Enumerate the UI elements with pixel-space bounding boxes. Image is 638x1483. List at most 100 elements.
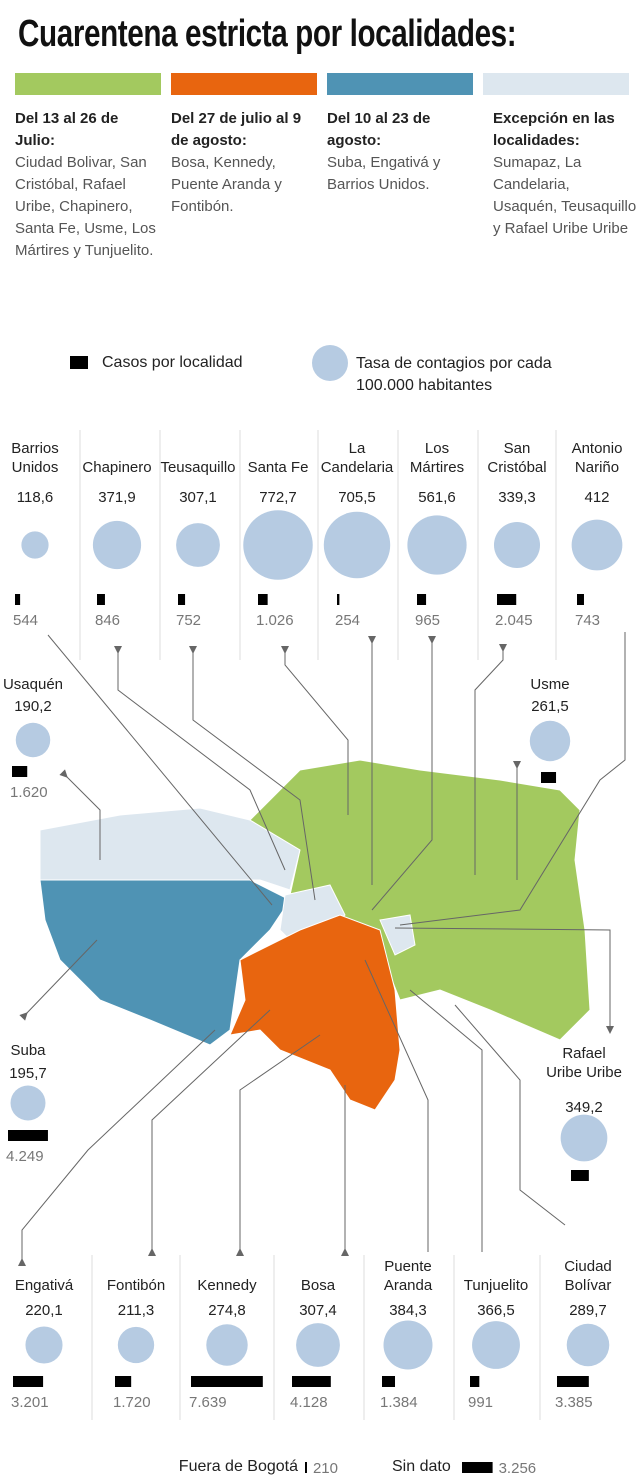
case-bar xyxy=(115,1376,132,1387)
category-label: Sin dato xyxy=(392,1458,451,1475)
case-bar xyxy=(382,1376,396,1387)
case-label: 2.045 xyxy=(495,612,533,629)
case-label: 544 xyxy=(13,612,39,629)
rate-bubble xyxy=(206,1324,248,1366)
phase-body: Ciudad Bolivar, San Cristóbal, Rafael Ur… xyxy=(15,154,156,259)
category-label: Barrios Unidos xyxy=(11,440,59,476)
rate-bubble xyxy=(383,1320,433,1370)
case-label: 1.620 xyxy=(10,784,48,801)
rate-bubble xyxy=(529,720,571,762)
phase-color xyxy=(15,73,161,95)
category-label: Los Mártires xyxy=(409,440,465,476)
phase-heading: Del 27 de julio al 9 de agosto: xyxy=(171,110,302,149)
case-bar xyxy=(305,1462,307,1473)
rate-label: 307,1 xyxy=(179,489,217,506)
case-label: 3.256 xyxy=(498,1460,537,1477)
rate-bubble xyxy=(296,1323,340,1367)
rate-bubble xyxy=(323,511,391,579)
case-bar xyxy=(12,766,28,777)
category-label: Tunjuelito xyxy=(463,1277,529,1294)
rate-label: 371,9 xyxy=(98,489,136,506)
rate-label: 339,3 xyxy=(498,489,536,506)
rate-bubble xyxy=(117,1326,155,1364)
category-label: Rafael Uribe Uribe xyxy=(546,1045,622,1081)
phase-color xyxy=(327,73,473,95)
case-label: 846 xyxy=(95,612,121,629)
category-label: Suba xyxy=(10,1042,46,1059)
rate-label: 384,3 xyxy=(389,1302,427,1319)
separators xyxy=(79,430,557,1420)
phase-heading: Excepción en las localidades: xyxy=(493,110,615,149)
case-bar xyxy=(557,1376,589,1387)
category-label: Engativá xyxy=(14,1277,74,1294)
rate-label: 195,7 xyxy=(9,1065,47,1082)
rate-label: 289,7 xyxy=(569,1302,607,1319)
case-bar xyxy=(292,1376,331,1387)
case-bar xyxy=(571,1170,589,1181)
rate-bubble xyxy=(10,1085,46,1121)
case-bar xyxy=(13,1376,44,1387)
case-label: 4.128 xyxy=(290,1394,328,1411)
rate-bubble xyxy=(21,531,49,559)
case-bar xyxy=(337,594,340,605)
category-label: Bosa xyxy=(300,1277,336,1294)
case-bar xyxy=(258,594,268,605)
case-bar xyxy=(191,1376,263,1387)
case-label: 965 xyxy=(415,612,441,629)
phase-body: Suba, Engativá y Barrios Unidos. xyxy=(327,154,441,193)
rate-label: 412 xyxy=(584,489,610,506)
case-bar xyxy=(470,1376,480,1387)
case-label: 3.385 xyxy=(555,1394,593,1411)
title: Cuarentena estricta por localidades: xyxy=(18,13,517,55)
rate-label: 307,4 xyxy=(299,1302,337,1319)
case-label: 1.720 xyxy=(113,1394,151,1411)
rate-label: 220,1 xyxy=(25,1302,63,1319)
rate-bubble xyxy=(472,1321,520,1369)
case-bar xyxy=(15,594,21,605)
rate-label: 366,5 xyxy=(477,1302,515,1319)
map xyxy=(39,759,591,1111)
case-label: 743 xyxy=(575,612,601,629)
category-label: Ciudad Bolívar xyxy=(564,1258,612,1294)
legend-swatch xyxy=(70,356,88,369)
category-label: Teusaquillo xyxy=(160,459,236,476)
rate-label: 190,2 xyxy=(14,698,52,715)
category-label: La Candelaria xyxy=(320,440,394,476)
case-label: 991 xyxy=(468,1394,494,1411)
case-bar xyxy=(577,594,584,605)
phase-color xyxy=(171,73,317,95)
case-bar xyxy=(541,772,557,783)
case-bar xyxy=(497,594,517,605)
legend-swatch xyxy=(312,345,348,381)
rate-bubble xyxy=(92,520,142,570)
rate-bubble xyxy=(25,1326,63,1364)
phase-heading: Del 13 al 26 de Julio: xyxy=(15,110,119,149)
category-label: Chapinero xyxy=(82,459,152,476)
rate-bubble xyxy=(566,1323,610,1367)
category-label: Santa Fe xyxy=(247,459,309,476)
case-bar xyxy=(178,594,186,605)
category-label: Kennedy xyxy=(197,1277,257,1294)
phase-heading: Del 10 al 23 de agosto: xyxy=(327,110,431,149)
category-label: Usaquén xyxy=(2,676,64,693)
category-label: San Cristóbal xyxy=(487,440,547,476)
leader-lines xyxy=(18,632,626,1266)
case-label: 254 xyxy=(335,612,361,629)
case-bar xyxy=(462,1462,493,1473)
case-label: 7.639 xyxy=(189,1394,227,1411)
category-label: Fuera de Bogotá xyxy=(178,1458,298,1475)
rate-label: 211,3 xyxy=(117,1302,155,1319)
rate-bubble xyxy=(243,510,313,580)
case-label: 210 xyxy=(312,1460,338,1477)
rate-bubble xyxy=(176,523,220,567)
rate-label: 561,6 xyxy=(418,489,456,506)
rate-bubble xyxy=(493,521,541,569)
rate-label: 705,5 xyxy=(338,489,376,506)
category-label: Antonio Nariño xyxy=(571,440,623,476)
case-label: 752 xyxy=(176,612,202,629)
category-label: Usme xyxy=(530,676,570,693)
phase-body: Sumapaz, La Candelaria, Usaquén, Teusaqu… xyxy=(493,154,637,237)
category-label: Puente Aranda xyxy=(383,1258,433,1294)
